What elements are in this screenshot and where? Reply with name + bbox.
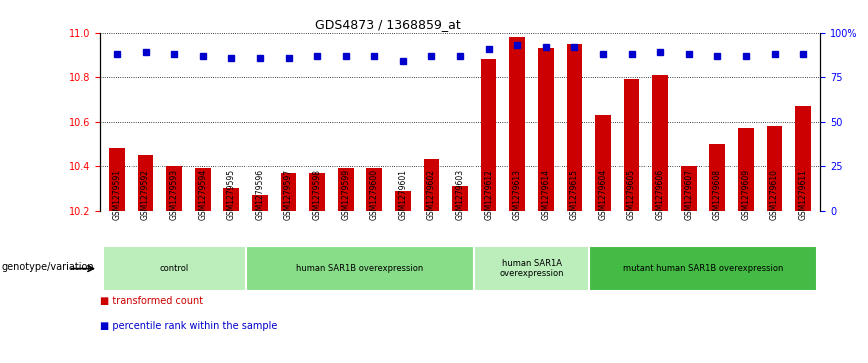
Bar bbox=[738, 128, 753, 211]
Text: GSM1279596: GSM1279596 bbox=[255, 169, 265, 220]
Text: human SAR1B overexpression: human SAR1B overexpression bbox=[296, 264, 424, 273]
Text: GSM1279592: GSM1279592 bbox=[141, 169, 150, 220]
Bar bbox=[452, 186, 468, 211]
Text: mutant human SAR1B overexpression: mutant human SAR1B overexpression bbox=[623, 264, 783, 273]
Text: GSM1279604: GSM1279604 bbox=[598, 169, 608, 220]
Bar bbox=[795, 106, 811, 211]
Bar bbox=[538, 48, 554, 211]
Text: GSM1279612: GSM1279612 bbox=[484, 169, 493, 220]
Bar bbox=[366, 168, 382, 211]
Bar bbox=[338, 168, 353, 211]
Bar bbox=[424, 159, 439, 211]
Bar bbox=[510, 37, 525, 211]
Text: ■ percentile rank within the sample: ■ percentile rank within the sample bbox=[100, 321, 277, 331]
Bar bbox=[709, 144, 725, 211]
Text: GSM1279607: GSM1279607 bbox=[684, 169, 694, 220]
Text: GSM1279595: GSM1279595 bbox=[227, 169, 236, 220]
FancyBboxPatch shape bbox=[102, 246, 246, 291]
Text: GSM1279603: GSM1279603 bbox=[456, 169, 464, 220]
Title: GDS4873 / 1368859_at: GDS4873 / 1368859_at bbox=[315, 19, 461, 32]
Bar bbox=[567, 44, 582, 211]
Text: GSM1279600: GSM1279600 bbox=[370, 169, 378, 220]
Text: GSM1279611: GSM1279611 bbox=[799, 169, 807, 220]
FancyBboxPatch shape bbox=[589, 246, 818, 291]
Text: control: control bbox=[160, 264, 188, 273]
Text: GSM1279606: GSM1279606 bbox=[655, 169, 665, 220]
Bar bbox=[252, 195, 268, 211]
Text: GSM1279610: GSM1279610 bbox=[770, 169, 779, 220]
Text: GSM1279609: GSM1279609 bbox=[741, 169, 751, 220]
FancyBboxPatch shape bbox=[246, 246, 474, 291]
Bar bbox=[481, 59, 496, 211]
Text: GSM1279593: GSM1279593 bbox=[169, 169, 179, 220]
Text: GSM1279613: GSM1279613 bbox=[513, 169, 522, 220]
Text: GSM1279598: GSM1279598 bbox=[312, 169, 322, 220]
Text: GSM1279597: GSM1279597 bbox=[284, 169, 293, 220]
Bar bbox=[624, 79, 640, 211]
Bar bbox=[138, 155, 154, 211]
Text: GSM1279601: GSM1279601 bbox=[398, 169, 407, 220]
Text: GSM1279615: GSM1279615 bbox=[570, 169, 579, 220]
Text: human SAR1A
overexpression: human SAR1A overexpression bbox=[499, 259, 563, 278]
Text: ■ transformed count: ■ transformed count bbox=[100, 296, 203, 306]
Text: genotype/variation: genotype/variation bbox=[1, 262, 94, 272]
Text: GSM1279599: GSM1279599 bbox=[341, 169, 350, 220]
Text: GSM1279608: GSM1279608 bbox=[713, 169, 722, 220]
FancyBboxPatch shape bbox=[474, 246, 589, 291]
Bar bbox=[167, 166, 182, 211]
Bar bbox=[195, 168, 211, 211]
Bar bbox=[766, 126, 782, 211]
Text: GSM1279602: GSM1279602 bbox=[427, 169, 436, 220]
Text: GSM1279594: GSM1279594 bbox=[198, 169, 207, 220]
Bar bbox=[395, 191, 411, 211]
Text: GSM1279605: GSM1279605 bbox=[627, 169, 636, 220]
Bar bbox=[109, 148, 125, 211]
Bar bbox=[280, 173, 296, 211]
Bar bbox=[309, 173, 325, 211]
Text: GSM1279614: GSM1279614 bbox=[542, 169, 550, 220]
Bar bbox=[652, 75, 668, 211]
Bar bbox=[681, 166, 697, 211]
Bar bbox=[595, 115, 611, 211]
Text: GSM1279591: GSM1279591 bbox=[113, 169, 122, 220]
Bar bbox=[223, 188, 240, 211]
